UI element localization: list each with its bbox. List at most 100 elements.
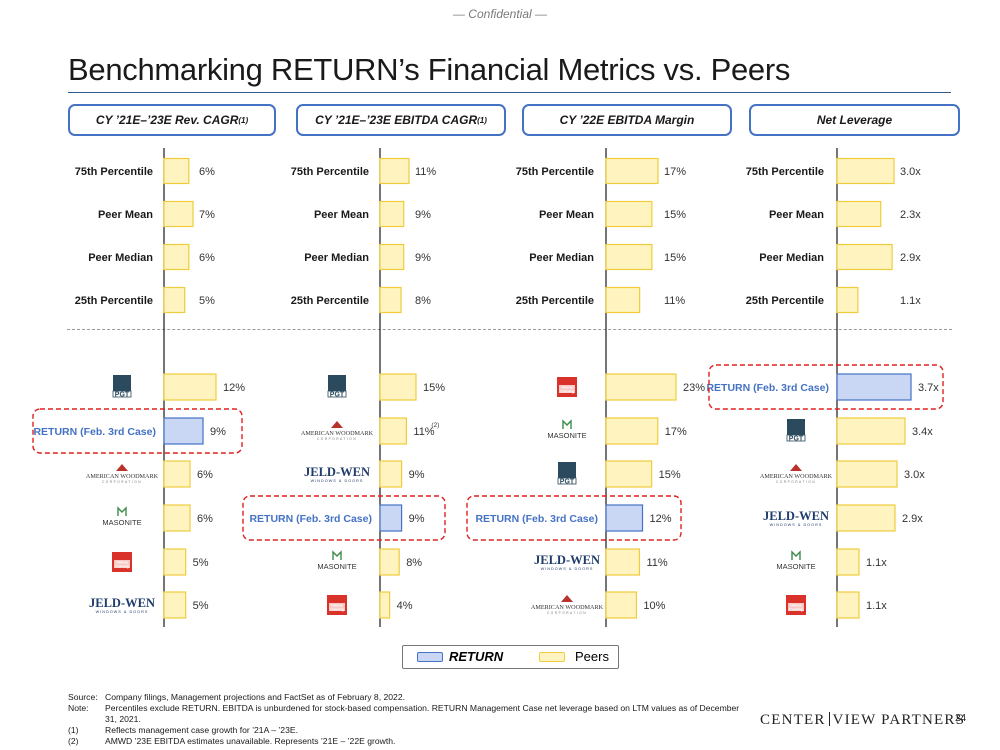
footnote-source: Source: Company filings, Management proje… (68, 692, 748, 703)
stat-label: 75th Percentile (291, 166, 369, 178)
masonite-logo-mark (332, 550, 342, 560)
stat-bar (836, 200, 882, 228)
panel-header-ebitda-margin: CY ’22E EBITDA Margin (522, 104, 732, 136)
company-value: 5% (193, 557, 209, 569)
stat-bar (163, 286, 186, 314)
stat-bar (379, 157, 410, 185)
pgt-logo-text: PGT (789, 436, 804, 443)
title-divider (68, 92, 951, 93)
pgt-logo-text: PGT (330, 392, 345, 399)
stat-bar (836, 157, 895, 185)
american-woodmark-logo-mark (116, 464, 128, 471)
stat-bar (605, 243, 653, 271)
company-value: 1.1x (866, 600, 887, 612)
company-value: 8% (406, 557, 422, 569)
company-value: 12% (223, 382, 245, 394)
company-value: 3.7x (918, 382, 939, 394)
panel-title: CY ’21E–’23E Rev. CAGR (95, 113, 239, 127)
stat-value: 1.1x (900, 295, 921, 307)
stat-value: 9% (415, 252, 431, 264)
centerview-logo: CENTER VIEW PARTNERS (760, 712, 965, 729)
owens-corning-logo-band (788, 603, 804, 611)
pgt-logo-text: PGT (115, 392, 130, 399)
company-bar (836, 504, 896, 532)
return-label: RETURN (Feb. 3rd Case) (475, 513, 598, 525)
pgt-logo-mark (787, 419, 805, 435)
american-woodmark-logo-subtext: CORPORATION (102, 480, 142, 484)
page-title: Benchmarking RETURN’s Financial Metrics … (68, 52, 791, 87)
pgt-logo-base (327, 390, 347, 398)
masonite-logo-text: MASONITE (102, 518, 141, 527)
owens-corning-logo-text: Corning (560, 390, 574, 394)
return-highlight-box (32, 408, 243, 454)
company-bar (605, 417, 659, 445)
company-value: 12% (650, 513, 672, 525)
panel-header-rev-cagr: CY ’21E–’23E Rev. CAGR (1) (68, 104, 276, 136)
company-value: 6% (197, 469, 213, 481)
stat-bar (605, 286, 641, 314)
stat-label: 25th Percentile (746, 295, 824, 307)
stat-bar (163, 157, 190, 185)
masonite-logo-text: MASONITE (317, 562, 356, 571)
page-number: 24 (955, 713, 967, 724)
stat-value: 15% (664, 209, 686, 221)
jeld-wen-logo-subtext: WINDOWS & DOORS (96, 610, 149, 614)
company-bar (379, 591, 391, 619)
stat-label: Peer Median (529, 252, 594, 264)
stat-bar (379, 243, 405, 271)
panel-title: CY ’21E–’23E EBITDA CAGR (315, 113, 478, 127)
stat-value: 11% (415, 166, 436, 178)
company-bar (836, 548, 860, 576)
return-label: RETURN (Feb. 3rd Case) (33, 426, 156, 438)
stat-label: Peer Mean (539, 209, 594, 221)
footnote-text: AMWD ’23E EBITDA estimates unavailable. … (105, 736, 396, 746)
company-value: 23% (683, 382, 705, 394)
company-bar (379, 417, 407, 445)
footnote-text: Percentiles exclude RETURN. EBITDA is un… (105, 703, 740, 724)
footnote-key: Source: (68, 692, 98, 702)
legend-peers-swatch (539, 652, 565, 662)
company-bar (605, 548, 641, 576)
pgt-logo-base (112, 390, 132, 398)
legend: RETURN Peers (402, 645, 619, 669)
footnote-key: (1) (68, 725, 79, 735)
footnote-ref: (2) (431, 422, 439, 429)
stat-value: 3.0x (900, 166, 921, 178)
masonite-logo-text: MASONITE (547, 431, 586, 440)
stat-bar (163, 243, 190, 271)
stat-value: 17% (664, 166, 686, 178)
stat-value: 6% (199, 166, 215, 178)
owens-corning-logo-text: Owens (561, 386, 573, 390)
company-bar (163, 373, 217, 401)
stat-label: Peer Median (759, 252, 824, 264)
company-value: 4% (397, 600, 413, 612)
return-bar (163, 417, 204, 445)
company-bar (379, 460, 403, 488)
owens-corning-logo-text: Owens (790, 604, 802, 608)
company-bar (163, 504, 191, 532)
return-bar (379, 504, 403, 532)
pgt-logo-mark (328, 375, 346, 391)
american-woodmark-logo-text: AMERICAN WOODMARK (301, 430, 374, 437)
company-bar (605, 591, 638, 619)
stat-label: 75th Percentile (516, 166, 594, 178)
stat-label: 25th Percentile (516, 295, 594, 307)
company-value: 3.4x (912, 426, 933, 438)
return-label: RETURN (Feb. 3rd Case) (706, 382, 829, 394)
company-bar (379, 373, 417, 401)
stat-bar (605, 157, 659, 185)
stat-label: Peer Mean (769, 209, 824, 221)
owens-corning-logo-text: Corning (789, 608, 803, 612)
jeld-wen-logo-subtext: WINDOWS & DOORS (311, 479, 364, 483)
american-woodmark-logo-mark (790, 464, 802, 471)
pgt-logo-mark (113, 375, 131, 391)
stat-label: 25th Percentile (291, 295, 369, 307)
company-value: 9% (210, 426, 226, 438)
company-bar (163, 460, 191, 488)
brand-left: CENTER (760, 712, 826, 728)
pgt-logo-text: PGT (560, 479, 575, 486)
owens-corning-logo-text: Owens (116, 561, 128, 565)
return-bar (605, 504, 644, 532)
return-label: RETURN (Feb. 3rd Case) (249, 513, 372, 525)
